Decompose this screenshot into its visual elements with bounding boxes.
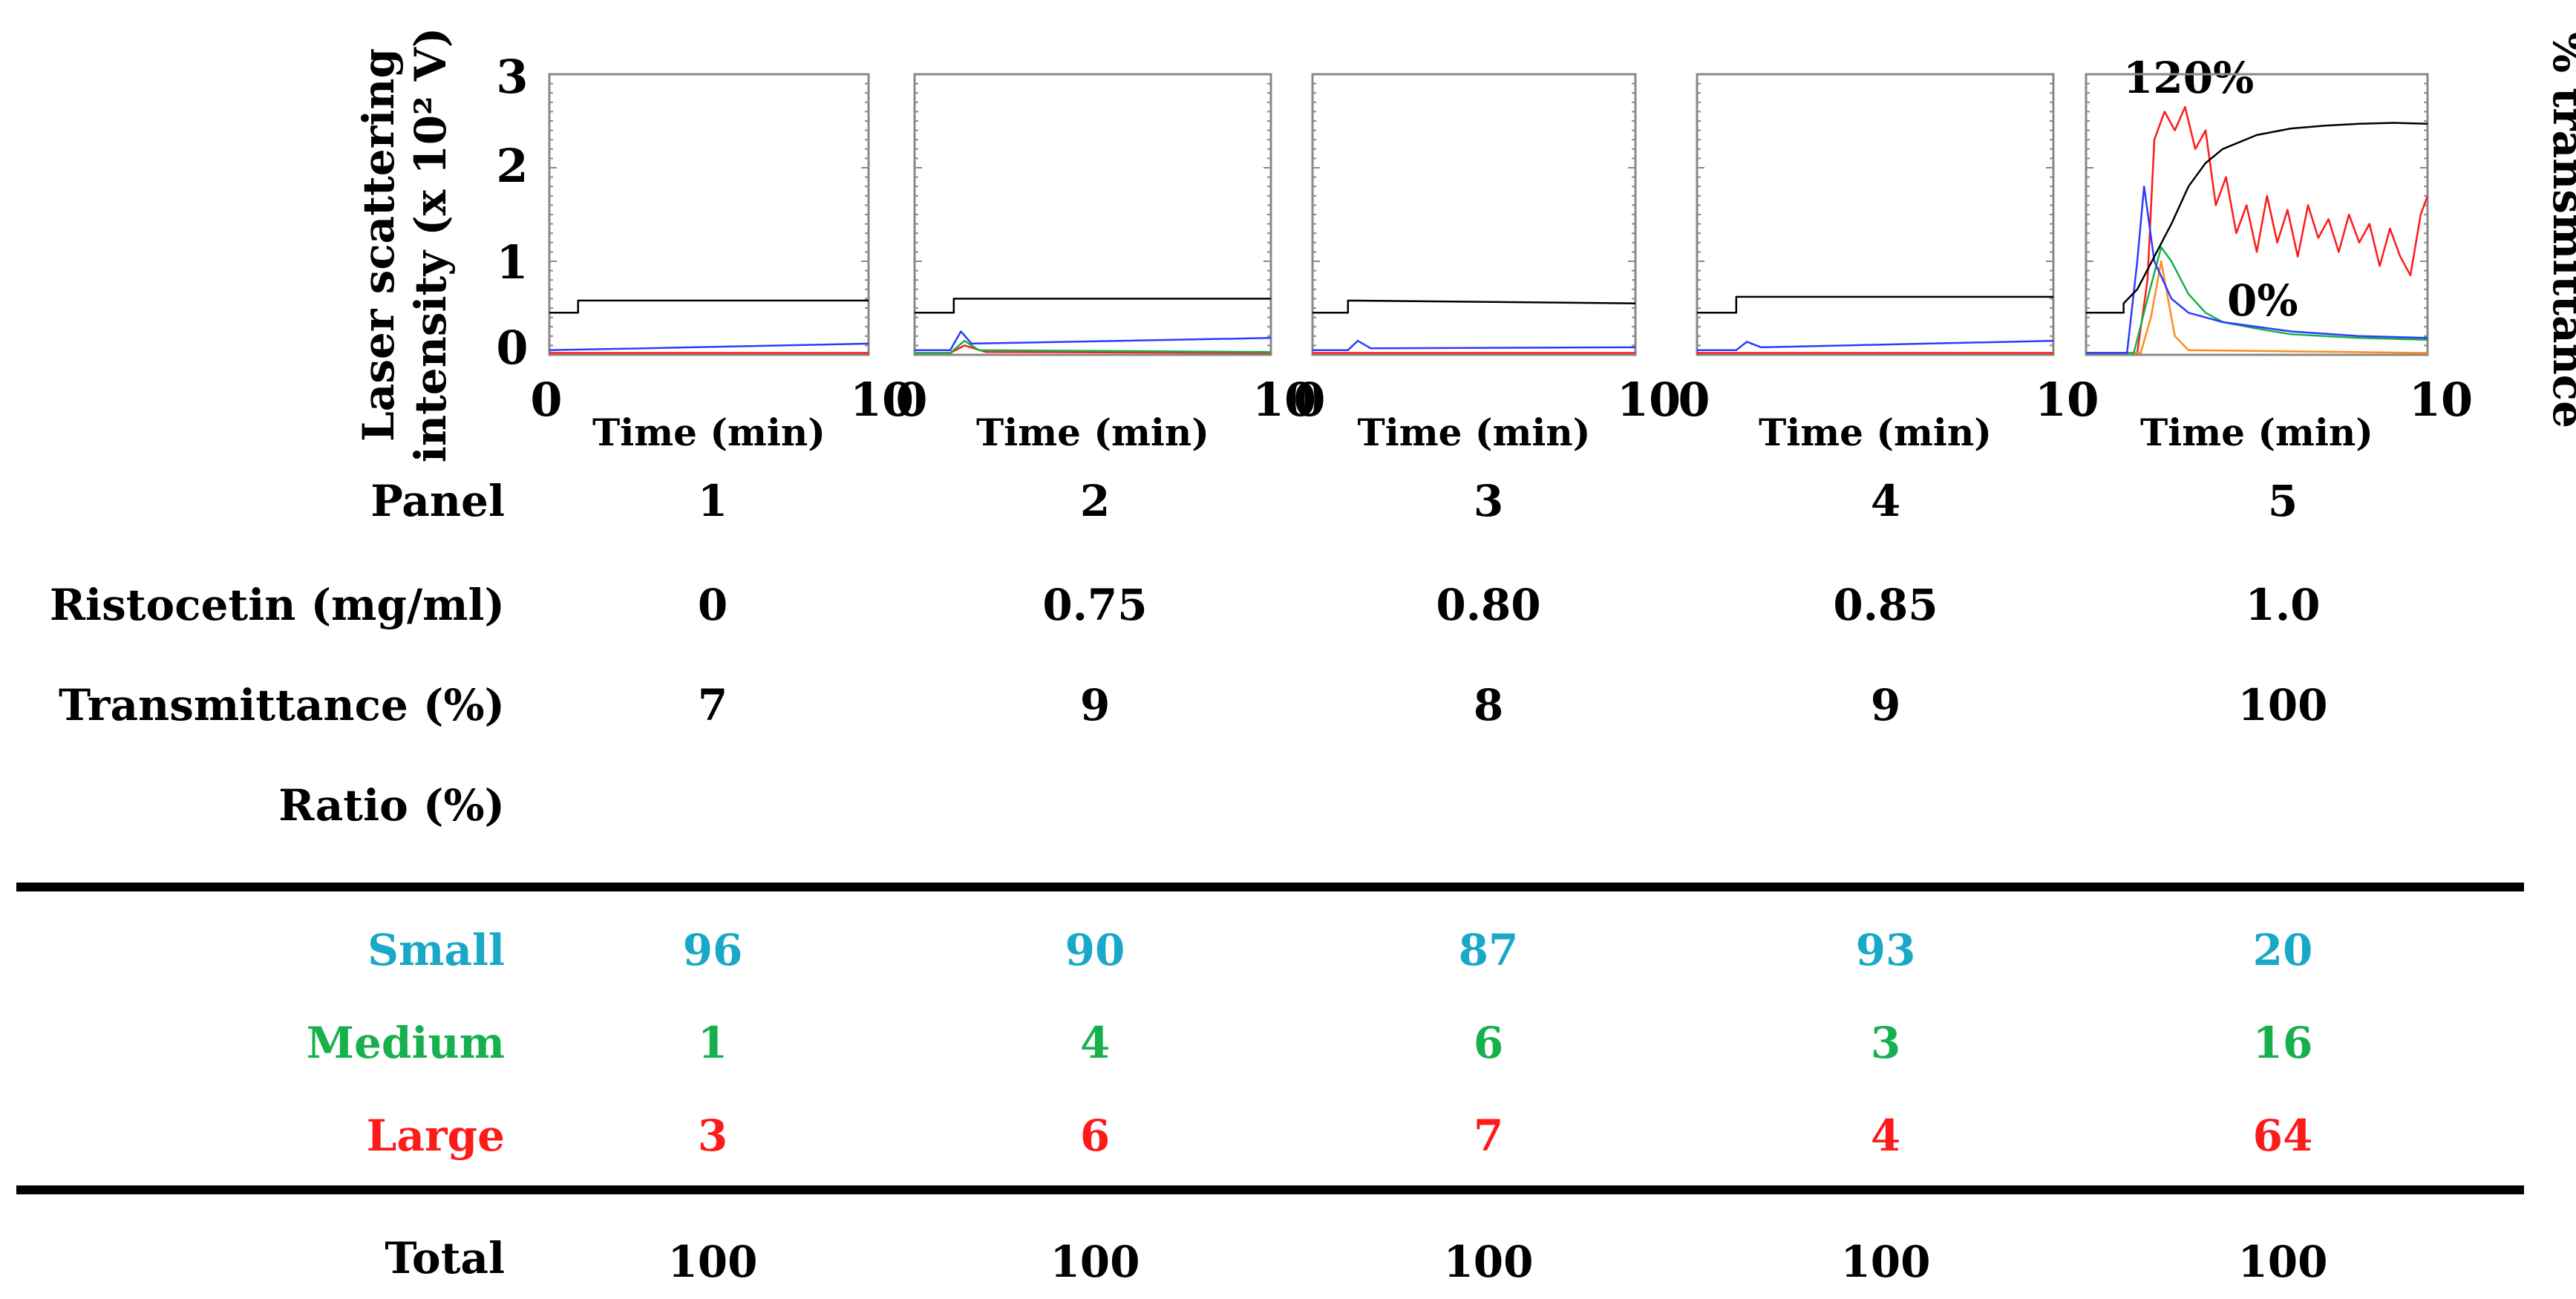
- chart-panel-2: 0 10 Time (min): [895, 73, 1316, 454]
- x-tick-start: 0: [895, 373, 927, 427]
- y-tick-0: 0: [496, 321, 528, 375]
- row-label-ratio: Ratio (%): [278, 780, 505, 831]
- row-label-transmittance: Transmittance (%): [59, 680, 505, 730]
- series-line-green: [2086, 246, 2428, 354]
- x-tick-start: 0: [1293, 373, 1325, 427]
- cell-small-panel-1: 96: [683, 925, 743, 975]
- cell-ristocetin-panel-4: 0.85: [1833, 580, 1938, 630]
- cell-panel-panel-5: 5: [2268, 476, 2298, 526]
- series-line-black: [1312, 299, 1636, 314]
- series-line-orange: [2086, 260, 2428, 354]
- x-tick-end: 10: [2035, 373, 2099, 427]
- row-label-small: Small: [367, 925, 505, 975]
- cell-medium-panel-4: 3: [1871, 1018, 1900, 1068]
- cell-total-panel-3: 100: [1443, 1237, 1533, 1287]
- cell-small-panel-4: 93: [1856, 925, 1916, 975]
- x-axis-label: Time (min): [1358, 410, 1591, 454]
- cell-medium-panel-2: 4: [1080, 1018, 1110, 1068]
- right-tick-120: 120%: [2123, 53, 2254, 103]
- row-label-total: Total: [385, 1233, 505, 1283]
- x-tick-end: 10: [1617, 373, 1681, 427]
- cell-medium-panel-5: 16: [2253, 1018, 2313, 1068]
- plot-frame: [548, 73, 870, 356]
- cell-total-panel-5: 100: [2237, 1237, 2327, 1287]
- x-axis-label: Time (min): [2140, 410, 2373, 454]
- series-line-blue: [549, 342, 869, 351]
- chart-panel-5: 0 10 Time (min): [2067, 73, 2473, 454]
- cell-total-panel-4: 100: [1840, 1237, 1930, 1287]
- x-tick-end: 10: [2409, 373, 2473, 427]
- cell-large-panel-4: 4: [1871, 1110, 1900, 1161]
- x-tick-start: 0: [1678, 373, 1710, 427]
- cell-ristocetin-panel-5: 1.0: [2246, 580, 2321, 630]
- x-tick-end: 10: [850, 373, 914, 427]
- chart-panel-1: 0 10 Time (min): [530, 73, 914, 454]
- cell-transmittance-panel-3: 8: [1474, 680, 1503, 730]
- cell-large-panel-5: 64: [2253, 1110, 2313, 1161]
- cell-small-panel-3: 87: [1459, 925, 1519, 975]
- cell-ristocetin-panel-1: 0: [698, 580, 728, 630]
- cell-panel-panel-2: 2: [1080, 476, 1110, 526]
- series-line-blue: [1312, 339, 1636, 351]
- plot-frame: [1696, 73, 2055, 356]
- cell-transmittance-panel-1: 7: [698, 680, 728, 730]
- table-cells: 1 0 7 96 1 3 100 2 0.75 9 90 4 6 100 3 0.80 8 87 6 7 100 4 0.8…: [667, 476, 2327, 1287]
- cell-small-panel-5: 20: [2253, 925, 2313, 975]
- x-axis-label: Time (min): [976, 410, 1209, 454]
- series-line-black: [2086, 122, 2428, 314]
- x-tick-start: 0: [2067, 373, 2099, 427]
- plot-frame: [1311, 73, 1637, 356]
- cell-total-panel-1: 100: [667, 1237, 757, 1287]
- cell-small-panel-2: 90: [1065, 925, 1125, 975]
- row-label-ristocetin: Ristocetin (mg/ml): [50, 580, 505, 630]
- row-label-large: Large: [367, 1110, 505, 1161]
- cell-large-panel-2: 6: [1080, 1110, 1110, 1161]
- y-tick-2: 2: [496, 139, 528, 193]
- cell-panel-panel-3: 3: [1474, 476, 1503, 526]
- cell-medium-panel-3: 6: [1474, 1018, 1503, 1068]
- cell-transmittance-panel-5: 100: [2237, 680, 2327, 730]
- y-axis-label-line2: intensity (x 10² V): [405, 27, 456, 462]
- x-axis-label: Time (min): [592, 410, 826, 454]
- series-line-red: [2086, 105, 2429, 354]
- chart-panel-3: 0 10 Time (min): [1293, 73, 1681, 454]
- y-axis-label-line1: Laser scattering: [353, 48, 404, 442]
- plot-frame: [913, 73, 1272, 356]
- series-line-blue: [915, 330, 1272, 351]
- x-axis-label: Time (min): [1759, 410, 1992, 454]
- row-label-panel: Panel: [370, 476, 505, 526]
- x-tick-start: 0: [530, 373, 562, 427]
- cell-large-panel-3: 7: [1474, 1110, 1503, 1161]
- cell-total-panel-2: 100: [1050, 1237, 1140, 1287]
- row-label-medium: Medium: [307, 1018, 505, 1068]
- series-line-black: [549, 299, 869, 314]
- y-tick-3: 3: [496, 50, 528, 104]
- x-tick-end: 10: [1252, 373, 1316, 427]
- series-line-black: [1697, 295, 2053, 314]
- series-line-green: [915, 339, 1272, 354]
- cell-transmittance-panel-2: 9: [1080, 680, 1110, 730]
- right-tick-0: 0%: [2227, 275, 2298, 326]
- series-line-black: [915, 298, 1271, 314]
- cell-transmittance-panel-4: 9: [1871, 680, 1900, 730]
- cell-ristocetin-panel-3: 0.80: [1436, 580, 1540, 630]
- right-axis-label: % transmittance: [2543, 32, 2576, 428]
- cell-medium-panel-1: 1: [698, 1018, 728, 1068]
- cell-ristocetin-panel-2: 0.75: [1042, 580, 1147, 630]
- series-line-blue: [1697, 339, 2054, 351]
- cell-large-panel-1: 3: [698, 1110, 728, 1161]
- cell-panel-panel-4: 4: [1871, 476, 1900, 526]
- y-tick-1: 1: [496, 235, 528, 289]
- cell-panel-panel-1: 1: [698, 476, 728, 526]
